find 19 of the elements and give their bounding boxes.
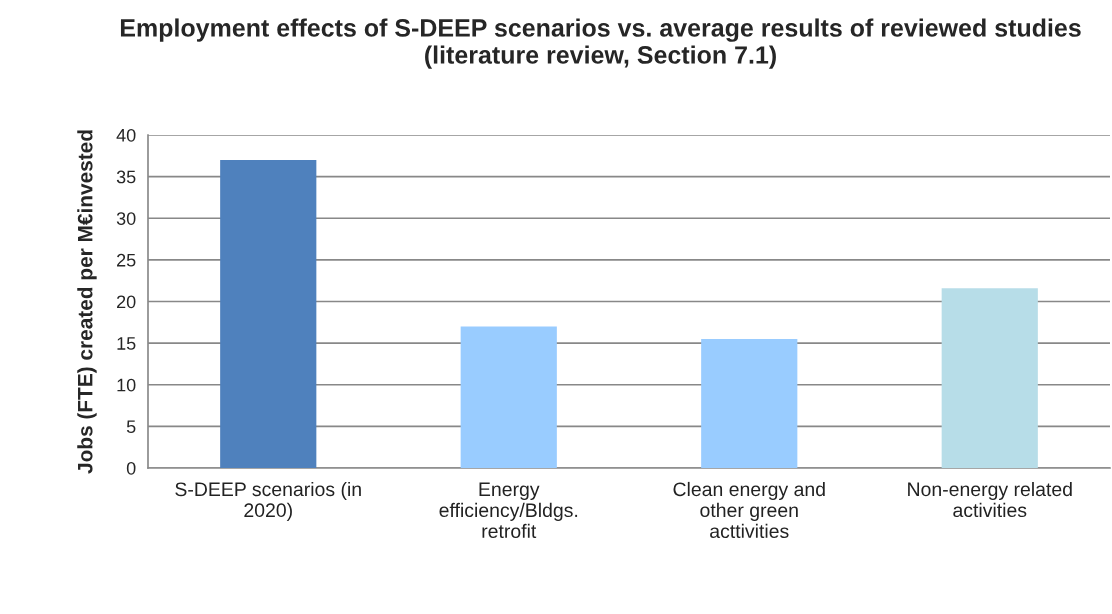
y-tick-label: 20 [117,295,136,309]
chart-title: Employment effects of S-DEEP scenarios vs. average results of reviewed studies (literature review, Section 7.1) [120,18,1081,69]
bar [460,326,557,468]
y-tick-label: 40 [116,128,136,142]
bar [941,288,1038,468]
y-tick-label: 35 [116,170,136,184]
y-tick-label: 25 [117,253,136,267]
x-tick-label: Clean energy and other green acttivities [673,481,825,539]
y-tick-label: 5 [126,420,136,434]
y-tick-label: 15 [117,337,136,350]
y-tick-label: 0 [126,461,136,475]
x-tick-label: Energy efficiency/Bldgs. retrofit [439,482,578,539]
y-tick-label: 10 [117,378,136,392]
y-axis-title: Jobs (FTE) created per M€invested [77,130,97,474]
bar [701,338,798,468]
x-tick-label: S-DEEP scenarios (in 2020) [175,481,361,521]
x-tick-label: Non-energy related activities [908,481,1072,518]
y-tick-label: 30 [116,212,136,225]
bar [220,159,317,468]
